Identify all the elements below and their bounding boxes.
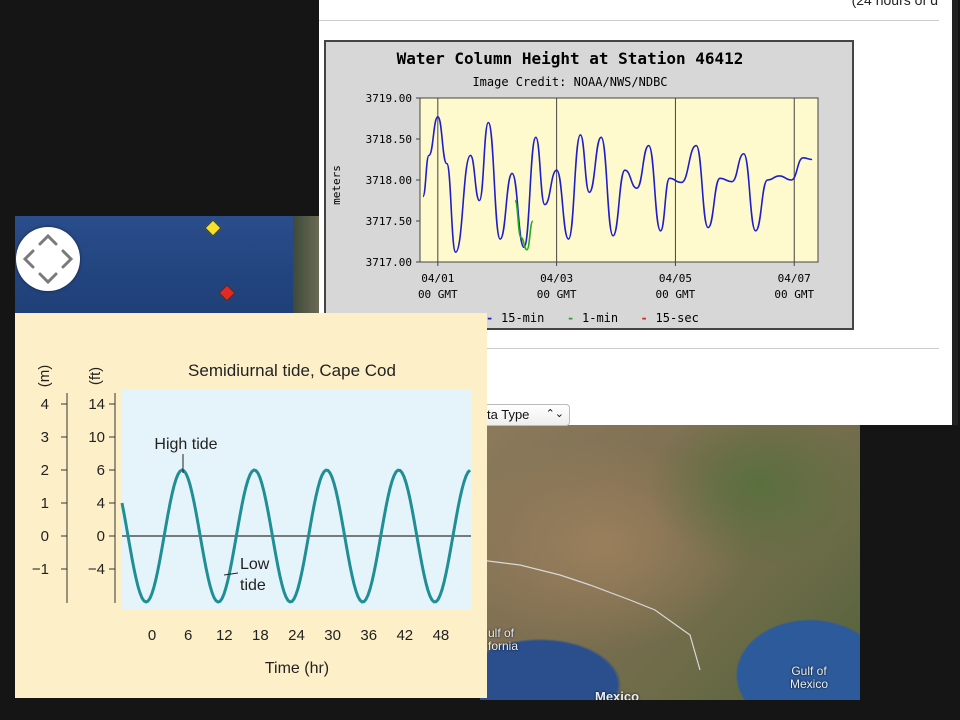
ndbc-x-tick-label: 04/07	[778, 272, 811, 285]
divider	[319, 348, 939, 349]
ndbc-title: Water Column Height at Station 46412	[397, 49, 744, 68]
border-lines	[480, 559, 701, 671]
gulf-of-mexico-label: Gulf of Mexico	[790, 664, 829, 691]
ndbc-series	[422, 116, 813, 253]
tide-x-tick-label: 36	[360, 627, 377, 644]
tide-m-tick-label: 1	[41, 495, 49, 512]
data-type-select[interactable]: ta Type ⌃⌄	[482, 404, 570, 426]
high-tide-label: High tide	[154, 436, 217, 453]
ndbc-legend: -15-min -1-min -15-sec	[486, 311, 699, 325]
data-type-select-label: ta Type	[487, 407, 530, 422]
tide-x-tick-label: 6	[184, 627, 192, 644]
divider	[319, 20, 939, 21]
ndbc-chart-svg: Water Column Height at Station 46412 Ima…	[330, 49, 819, 325]
low-tide-pointer	[223, 572, 239, 576]
tide-ft-tick-label: 14	[88, 396, 105, 413]
tide-curve	[120, 468, 472, 604]
ndbc-y-tick-label: 3718.50	[366, 133, 412, 146]
ndbc-y-tick-label: 3719.00	[366, 92, 412, 105]
ndbc-x-axis: 04/01 00 GMT 04/03 00 GMT 04/05 00 GMT 04/07 00…	[418, 98, 814, 301]
ndbc-x-tick-label: 00 GMT	[774, 288, 814, 301]
tide-ft-tick-label: 6	[97, 462, 105, 479]
tide-axes: 4 143 102 61 40 0−1 −40 6 12 18 24 30 36 42 48	[32, 393, 471, 644]
tide-annotations: High tide Low tide	[154, 436, 269, 594]
tide-x-tick-label: 0	[148, 627, 156, 644]
ndbc-credit: Image Credit: NOAA/NWS/NDBC	[472, 75, 667, 89]
panel-edge	[952, 0, 958, 425]
coastline	[293, 216, 319, 316]
ndbc-y-axis: 3719.00 3718.50 3718.00 3717.50 3717.00	[366, 92, 420, 269]
ndbc-x-tick-label: 04/01	[421, 272, 454, 285]
ndbc-plot-area	[419, 97, 819, 263]
ndbc-x-tick-label: 00 GMT	[656, 288, 696, 301]
ndbc-series-15-min	[422, 116, 813, 253]
ndbc-legend-symbol: -	[641, 311, 648, 325]
tide-m-tick-label: 2	[41, 462, 49, 479]
ndbc-chart: Water Column Height at Station 46412 Ima…	[324, 40, 854, 330]
header-partial-text: (24 hours of d	[851, 0, 938, 8]
tide-x-tick-label: 24	[288, 627, 305, 644]
ndbc-legend-symbol: -	[567, 311, 574, 325]
tide-x-tick-label: 42	[396, 627, 413, 644]
tide-chart-svg: Semidiurnal tide, Cape Cod (m) (ft) 4 143…	[32, 361, 472, 677]
ndbc-x-tick-label: 04/05	[659, 272, 692, 285]
chevron-updown-icon: ⌃⌄	[545, 408, 564, 420]
tide-ft-tick-label: −4	[88, 561, 105, 578]
ndbc-y-tick-label: 3718.00	[366, 174, 412, 187]
tide-x-tick-label: 48	[433, 627, 450, 644]
tide-series	[120, 468, 472, 604]
tide-ft-tick-label: 0	[97, 528, 105, 545]
tide-xlabel: Time (hr)	[265, 660, 329, 677]
gulf-of-california-label: ulf of fornia	[488, 626, 519, 653]
tide-title: Semidiurnal tide, Cape Cod	[188, 361, 396, 380]
tide-x-tick-label: 30	[324, 627, 341, 644]
low-tide-label: tide	[240, 577, 266, 594]
ndbc-series-1-min	[514, 199, 534, 251]
ndbc-ylabel: meters	[330, 165, 343, 205]
ndbc-legend-label: 15-min	[501, 311, 544, 325]
ndbc-x-tick-label: 00 GMT	[537, 288, 577, 301]
ndbc-legend-label: 1-min	[582, 311, 618, 325]
tide-x-tick-label: 18	[252, 627, 269, 644]
ndbc-y-tick-label: 3717.50	[366, 215, 412, 228]
tide-ft-tick-label: 4	[97, 495, 105, 512]
browser-panel: (24 hours of d Water Column Height at St…	[319, 0, 958, 426]
tide-chart-card: Semidiurnal tide, Cape Cod (m) (ft) 4 14 3…	[15, 313, 487, 698]
tide-plot-area	[122, 390, 471, 610]
ndbc-y-tick-label: 3717.00	[366, 256, 412, 269]
tide-m-label: (m)	[36, 365, 53, 388]
tide-m-tick-label: 4	[41, 396, 49, 413]
tide-ft-label: (ft)	[87, 367, 104, 385]
ndbc-legend-symbol: -	[486, 311, 493, 325]
ndbc-x-tick-label: 04/03	[540, 272, 573, 285]
satellite-map-bottom[interactable]: ulf of fornia Gulf of Mexico Mexico	[480, 425, 860, 700]
tide-m-tick-label: −1	[32, 561, 49, 578]
tide-x-tick-label: 12	[216, 627, 233, 644]
mexico-label: Mexico	[595, 689, 640, 700]
tide-m-tick-label: 3	[41, 429, 49, 446]
tide-m-tick-label: 0	[41, 528, 49, 545]
ndbc-legend-label: 15-sec	[656, 311, 699, 325]
map-pan-control[interactable]	[16, 227, 80, 291]
low-tide-label: Low	[240, 556, 270, 573]
ndbc-x-tick-label: 00 GMT	[418, 288, 458, 301]
pan-arrows-icon	[22, 233, 74, 285]
tide-ft-tick-label: 10	[88, 429, 105, 446]
